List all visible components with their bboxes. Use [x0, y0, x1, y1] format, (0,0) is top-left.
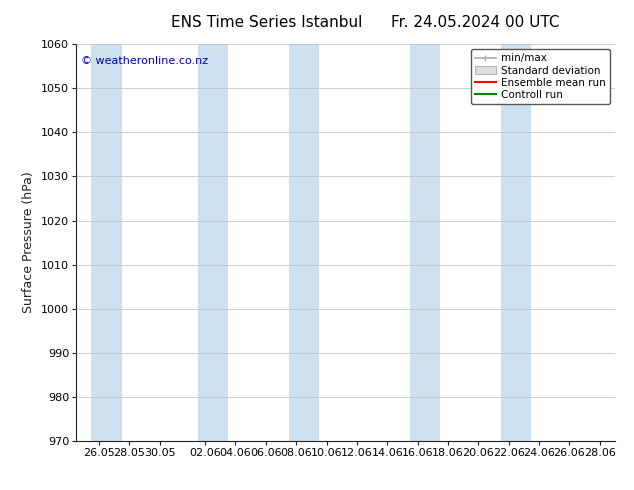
Bar — [288, 44, 319, 441]
Bar — [198, 44, 228, 441]
Text: Fr. 24.05.2024 00 UTC: Fr. 24.05.2024 00 UTC — [391, 15, 560, 30]
Y-axis label: Surface Pressure (hPa): Surface Pressure (hPa) — [22, 172, 36, 314]
Bar — [410, 44, 441, 441]
Text: © weatheronline.co.nz: © weatheronline.co.nz — [81, 56, 209, 66]
Bar — [91, 44, 122, 441]
Text: ENS Time Series Istanbul: ENS Time Series Istanbul — [171, 15, 362, 30]
Bar — [501, 44, 531, 441]
Legend: min/max, Standard deviation, Ensemble mean run, Controll run: min/max, Standard deviation, Ensemble me… — [470, 49, 610, 104]
